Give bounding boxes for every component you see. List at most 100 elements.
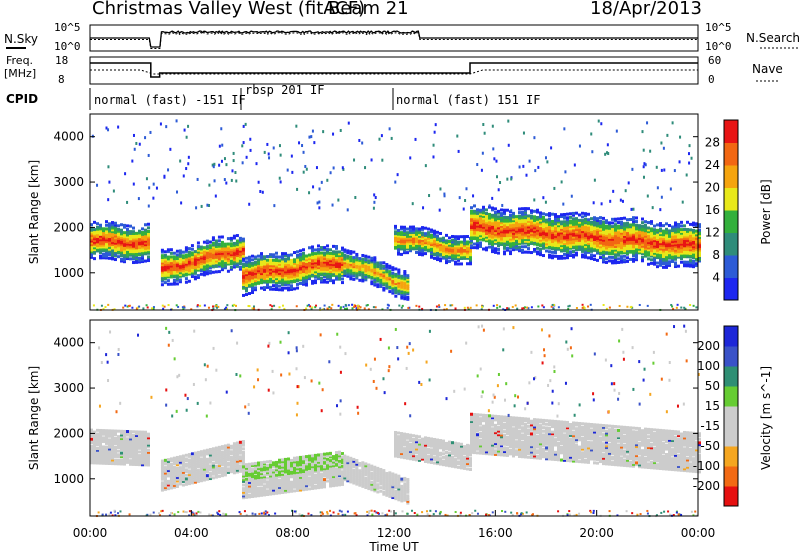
power-cell: [181, 256, 185, 260]
power-cell: [608, 259, 611, 263]
power-cell: [671, 256, 674, 260]
power-cell: [662, 233, 665, 237]
power-cell: [184, 277, 188, 281]
power-cell: [602, 249, 605, 253]
power-cell: [524, 216, 527, 220]
power-cell: [308, 268, 311, 272]
power-cell: [617, 242, 620, 246]
power-cell: [341, 257, 344, 261]
power-cell: [403, 286, 407, 290]
power-cell: [190, 264, 194, 268]
power-cell: [554, 231, 557, 235]
power-cell: [141, 227, 144, 231]
velocity-cell: [229, 450, 233, 454]
power-cell: [602, 225, 605, 229]
power-cell: [341, 166, 344, 170]
power-cell: [560, 224, 563, 228]
power-cell: [114, 238, 117, 242]
power-cell: [126, 237, 129, 241]
power-cell: [114, 236, 117, 240]
power-cell: [617, 241, 620, 245]
power-cell: [494, 214, 497, 218]
power-cell: [545, 220, 548, 224]
power-cell: [536, 230, 539, 234]
power-cell: [614, 217, 617, 221]
power-cell: [651, 206, 654, 210]
power-cell: [341, 281, 344, 285]
power-cell: [692, 254, 695, 258]
power-cell: [290, 262, 293, 266]
power-cell: [463, 255, 466, 259]
power-cell: [169, 275, 173, 279]
power-cell: [668, 233, 671, 237]
power-cell: [527, 232, 530, 236]
velocity-cell: [90, 448, 93, 452]
power-cell: [605, 221, 608, 225]
power-cell: [229, 242, 233, 246]
velocity-cell: [190, 455, 194, 459]
velocity-cell: [163, 462, 167, 466]
power-cell: [238, 253, 242, 257]
power-cell: [406, 240, 409, 244]
velocity-cell: [105, 450, 108, 454]
velocity-cell: [223, 451, 227, 455]
power-cell: [644, 245, 647, 249]
power-cell: [581, 253, 584, 257]
power-cell: [596, 235, 599, 239]
power-cell: [296, 282, 299, 286]
power-cell: [311, 259, 314, 263]
velocity-cell: [132, 441, 135, 445]
power-cell: [617, 257, 620, 261]
power-cell: [536, 217, 539, 221]
power-cell: [533, 238, 536, 242]
power-cell: [647, 221, 650, 225]
power-cell: [698, 234, 701, 238]
power-cell: [205, 245, 209, 249]
power-cell: [611, 225, 614, 229]
power-cell: [689, 261, 692, 265]
power-cell: [160, 272, 164, 276]
power-cell: [232, 245, 236, 249]
power-cell: [251, 283, 254, 287]
power-cell: [418, 247, 421, 251]
velocity-cell: [214, 461, 218, 465]
power-cell: [314, 257, 317, 261]
power-cell: [343, 273, 347, 277]
power-cell: [593, 237, 596, 241]
power-cell: [187, 268, 191, 272]
velocity-cell: [132, 459, 135, 463]
power-cell: [674, 250, 677, 254]
power-cell: [662, 254, 665, 258]
power-cell: [211, 236, 215, 240]
power-cell: [442, 247, 445, 251]
power-cell: [542, 254, 545, 258]
power-cell: [655, 165, 658, 169]
power-cell: [304, 164, 307, 168]
power-cell: [147, 204, 150, 208]
power-cell: [599, 230, 602, 234]
power-cell: [123, 243, 126, 247]
power-cell: [479, 241, 482, 245]
velocity-cell: [166, 472, 170, 476]
velocity-cell: [160, 472, 164, 476]
power-cell: [524, 227, 527, 231]
power-cell: [175, 271, 179, 275]
power-cell: [695, 224, 698, 228]
power-cell: [138, 246, 141, 250]
power-cell: [698, 255, 701, 259]
power-cell: [523, 306, 526, 309]
power-cell: [689, 231, 692, 235]
power-cell: [448, 240, 451, 244]
power-cell: [160, 256, 164, 260]
power-cell: [373, 272, 377, 276]
velocity-cell: [114, 460, 117, 464]
power-cell: [105, 247, 108, 251]
power-cell: [686, 248, 689, 252]
power-cell: [525, 173, 528, 177]
power-cell: [527, 241, 530, 245]
power-cell: [178, 254, 182, 258]
power-cell: [394, 243, 397, 247]
power-cell: [326, 258, 329, 262]
velocity-cell: [229, 455, 233, 459]
power-cell: [245, 269, 248, 273]
